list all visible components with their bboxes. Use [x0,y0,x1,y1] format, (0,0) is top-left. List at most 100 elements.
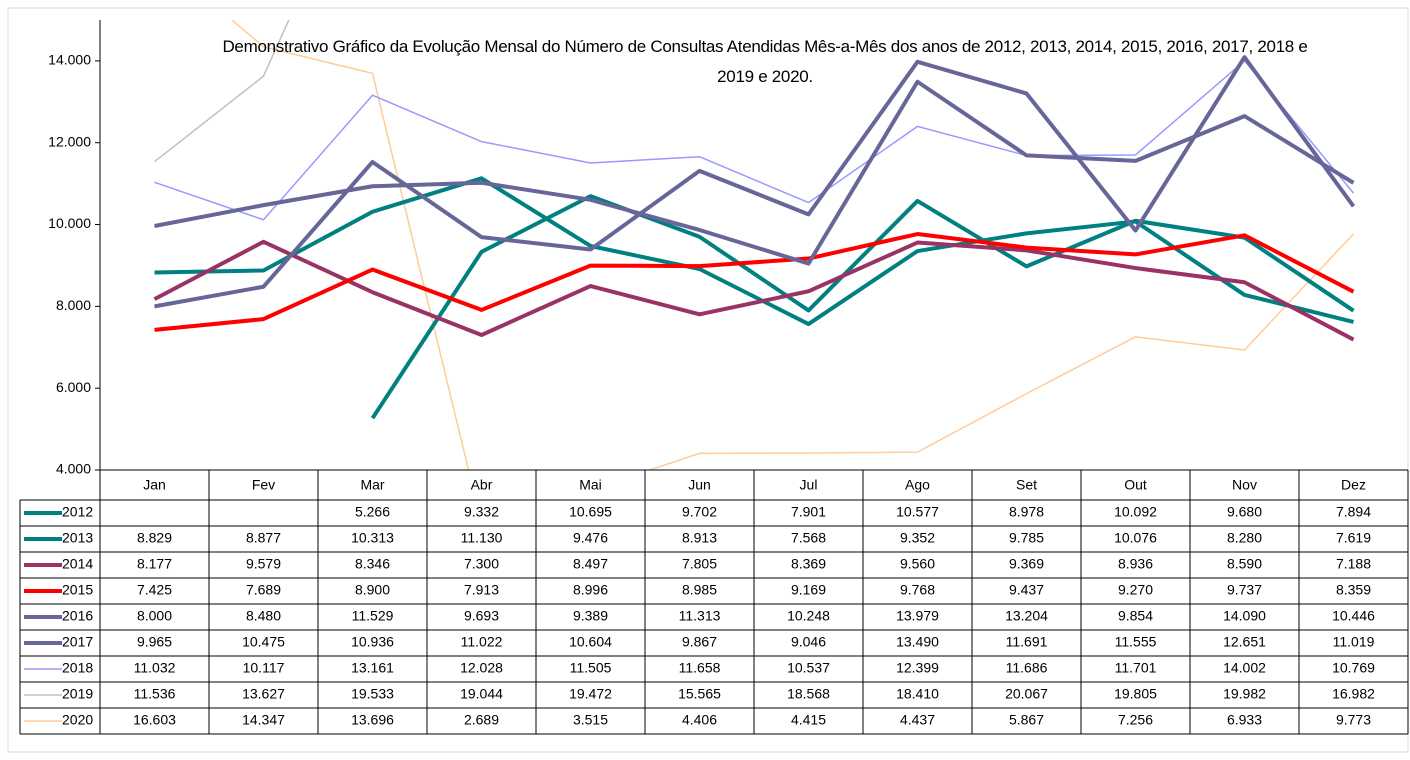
table-cell: 7.300 [464,556,499,572]
table-cell: 6.933 [1227,712,1262,728]
plot-lines [153,20,1356,470]
table-cell: 7.901 [791,504,826,520]
table-cell: 9.965 [137,634,172,650]
table-cell: 10.577 [896,504,939,520]
table-cell: 10.117 [243,660,285,676]
table-cell: 9.046 [791,634,826,650]
table-cell: 9.352 [900,530,935,546]
x-tick-label: Out [1124,477,1147,493]
table-cell: 10.248 [787,608,830,624]
table-cell: 8.978 [1009,504,1044,520]
table-cell: 10.475 [242,634,285,650]
y-tick-label: 10.000 [48,215,91,231]
table-cell: 7.188 [1336,556,1371,572]
series-line [154,176,1354,327]
table-cell: 7.425 [137,582,172,598]
table-cell: 19.982 [1223,686,1266,702]
x-tick-label: Ago [905,477,930,493]
table-cell: 8.497 [573,556,608,572]
table-cell: 13.979 [896,608,939,624]
legend-label: 2013 [62,530,93,546]
table-cell: 9.560 [900,556,935,572]
table-cell: 8.590 [1227,556,1262,572]
table-cell: 9.332 [464,504,499,520]
table-cell: 11.529 [352,608,394,624]
table-cell: 8.900 [355,582,390,598]
table-cell: 7.894 [1336,504,1371,520]
table-cell: 11.536 [134,686,176,702]
series-line [153,239,1355,342]
table-cell: 16.603 [133,712,176,728]
chart-frame [7,7,1409,753]
table-cell: 11.130 [461,530,503,546]
table-cell: 8.359 [1336,582,1371,598]
table-cell: 18.568 [787,686,830,702]
x-tick-label: Jan [143,477,166,493]
table-cell: 10.092 [1114,504,1157,520]
x-tick-label: Fev [252,477,275,493]
x-tick-label: Dez [1341,477,1366,493]
x-tick-label: Mai [579,477,602,493]
table-cell: 9.270 [1118,582,1153,598]
table-cell: 19.533 [351,686,394,702]
table-cell: 9.389 [573,608,608,624]
legend-label: 2012 [62,504,93,520]
table-cell: 14.002 [1223,660,1266,676]
table-cell: 12.028 [460,660,503,676]
table-cell: 18.410 [896,686,939,702]
table-cell: 8.177 [137,556,172,572]
table-cell: 4.437 [900,712,935,728]
table-cell: 4.406 [682,712,717,728]
table-cell: 19.805 [1114,686,1157,702]
table-cell: 11.691 [1006,634,1048,650]
table-cell: 10.313 [351,530,394,546]
table-cell: 9.768 [900,582,935,598]
table-cell: 20.067 [1005,686,1048,702]
table-cell: 9.437 [1009,582,1044,598]
table-cell: 8.936 [1118,556,1153,572]
table-cell: 9.702 [682,504,717,520]
table-cell: 8.985 [682,582,717,598]
table-cell: 9.854 [1118,608,1153,624]
table-cell: 7.805 [682,556,717,572]
table-cell: 9.737 [1227,582,1262,598]
legend-label: 2019 [62,686,93,702]
series-line [154,60,1355,221]
legend-label: 2016 [62,608,93,624]
y-tick-label: 8.000 [56,297,91,313]
series-line [154,55,1356,309]
table-cell: 19.472 [569,686,612,702]
y-tick-label: 12.000 [48,133,91,149]
table-cell: 2.689 [464,712,499,728]
table-cell: 12.399 [896,660,939,676]
chart-title: Demonstrativo Gráfico da Evolução Mensal… [222,37,1308,86]
table-cell: 10.076 [1114,530,1157,546]
table-cell: 10.936 [351,634,394,650]
table-cell: 8.913 [682,530,717,546]
table-cell: 5.867 [1009,712,1044,728]
table-cell: 10.769 [1332,660,1375,676]
series-line [370,194,1355,420]
table-cell: 11.313 [679,608,721,624]
table-cell: 13.490 [896,634,939,650]
table-cell: 8.000 [137,608,172,624]
table-cell: 9.693 [464,608,499,624]
x-tick-label: Mar [360,477,384,493]
table-cell: 19.044 [460,686,503,702]
table-cell: 4.415 [791,712,826,728]
table-cell: 8.280 [1227,530,1262,546]
table-cell: 8.829 [137,530,172,546]
table-cell: 7.256 [1118,712,1153,728]
x-tick-label: Set [1016,477,1037,493]
table-cell: 9.169 [791,582,826,598]
x-tick-label: Nov [1232,477,1257,493]
table-cell: 16.982 [1332,686,1375,702]
legend-label: 2015 [62,582,93,598]
table-cell: 13.204 [1005,608,1048,624]
table-cell: 11.555 [1115,634,1157,650]
table-cell: 5.266 [355,504,390,520]
table-cell: 11.658 [679,660,721,676]
table-cell: 14.090 [1223,608,1266,624]
table-cell: 10.446 [1332,608,1375,624]
